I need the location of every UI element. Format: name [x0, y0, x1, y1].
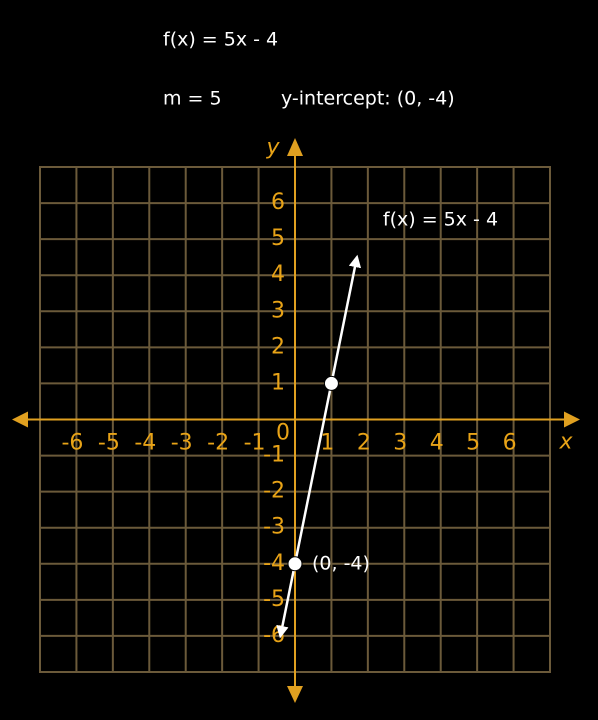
- x-arrow: [564, 411, 580, 428]
- y-tick-label: 6: [271, 190, 285, 215]
- origin-label: 0: [276, 421, 290, 446]
- x-tick-label: 6: [503, 431, 517, 456]
- y-arrow: [287, 686, 303, 703]
- point: [287, 556, 303, 572]
- x-tick-label: -6: [61, 431, 83, 456]
- x-tick-label: -5: [98, 431, 120, 456]
- y-tick-label: 5: [271, 226, 285, 251]
- y-arrow: [287, 138, 303, 156]
- x-arrow: [12, 411, 28, 428]
- y-tick-label: 4: [271, 262, 285, 287]
- x-tick-label: 5: [466, 431, 480, 456]
- x-tick-label: 3: [393, 431, 407, 456]
- title: f(x) = 5x - 4: [163, 29, 278, 51]
- x-tick-label: -3: [171, 431, 193, 456]
- function-line: [276, 254, 362, 639]
- x-tick-label: 1: [320, 431, 334, 456]
- x-tick-label: 4: [430, 431, 444, 456]
- point: [323, 375, 339, 391]
- y-tick-label: -3: [263, 515, 285, 540]
- x-tick-label: -1: [244, 431, 266, 456]
- x-tick-label: -4: [134, 431, 156, 456]
- intercept-text: y-intercept: (0, -4): [281, 88, 455, 110]
- y-tick-label: -1: [263, 443, 285, 468]
- y-tick-label: 1: [271, 370, 285, 395]
- line-label: f(x) = 5x - 4: [383, 209, 498, 231]
- y-tick-label: -4: [263, 551, 285, 576]
- point-label: (0, -4): [312, 552, 370, 574]
- x-tick-label: 2: [357, 431, 371, 456]
- x-tick-label: -2: [207, 431, 229, 456]
- x-axis-label: x: [558, 430, 573, 455]
- y-tick-label: -5: [263, 587, 285, 612]
- y-tick-label: 3: [271, 298, 285, 323]
- y-tick-label: -2: [263, 479, 285, 504]
- y-axis-label: y: [265, 135, 280, 160]
- slope-text: m = 5: [163, 88, 222, 110]
- y-tick-label: 2: [271, 334, 285, 359]
